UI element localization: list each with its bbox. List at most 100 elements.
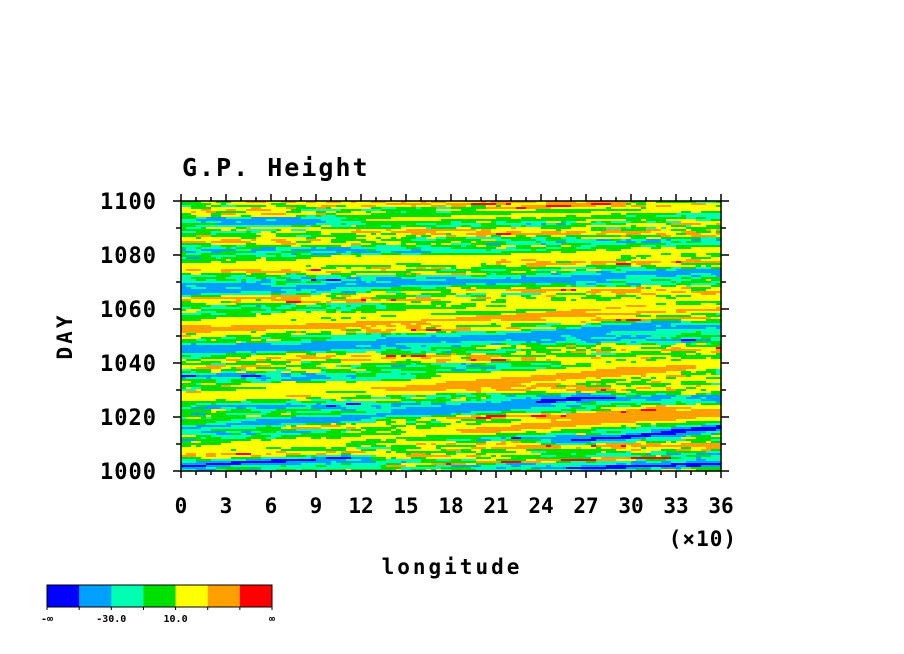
heat-cell: [671, 225, 687, 228]
heat-cell: [431, 303, 447, 306]
heat-cell: [231, 385, 242, 388]
heat-cell: [671, 245, 677, 248]
heat-cell: [271, 239, 287, 242]
heat-cell: [641, 295, 657, 298]
heat-cell: [666, 201, 682, 204]
heat-cell: [351, 347, 367, 350]
heat-cell: [691, 229, 707, 232]
heat-cell: [571, 307, 587, 310]
heat-cell: [376, 279, 387, 282]
heat-cell: [411, 277, 427, 280]
heat-cell: [286, 225, 292, 228]
heat-cell: [536, 241, 542, 244]
heat-cell: [251, 227, 257, 230]
heat-cell: [496, 341, 512, 344]
heat-cell: [541, 241, 557, 244]
heat-cell: [186, 269, 202, 272]
heat-cell: [601, 367, 617, 370]
heat-cell: [376, 217, 382, 220]
heat-cell: [401, 237, 407, 240]
heat-cell: [291, 253, 297, 256]
heat-cell: [396, 383, 407, 386]
heat-cell: [401, 301, 412, 304]
heat-cell: [496, 381, 512, 384]
heat-cell: [666, 255, 677, 258]
heat-cell: [306, 321, 322, 324]
heat-cell: [711, 383, 722, 386]
heat-cell: [221, 351, 237, 354]
heat-cell: [326, 385, 332, 388]
heat-cell: [561, 203, 577, 206]
heat-cell: [476, 253, 487, 256]
heat-cell: [656, 317, 672, 320]
heat-cell: [316, 205, 322, 208]
heat-cell: [571, 329, 582, 332]
heat-cell: [436, 241, 452, 244]
heat-cell: [321, 305, 332, 308]
heat-cell: [591, 247, 607, 250]
heat-cell: [261, 219, 267, 222]
heat-cell: [221, 287, 227, 290]
heat-cell: [571, 225, 587, 228]
heat-cell: [306, 305, 322, 308]
heat-cell: [386, 291, 402, 294]
heat-cell: [351, 369, 367, 372]
heat-cell: [691, 297, 707, 300]
heat-cell: [636, 297, 642, 300]
heat-cell: [461, 225, 472, 228]
heat-cell: [196, 367, 207, 370]
heat-cell: [521, 259, 537, 262]
heat-cell: [476, 297, 492, 300]
heat-cell: [521, 333, 527, 336]
heat-cell: [181, 237, 197, 240]
heat-cell: [296, 243, 312, 246]
heat-cell: [421, 209, 427, 212]
heat-cell: [451, 225, 462, 228]
heat-cell: [196, 295, 202, 298]
heat-cell: [216, 249, 232, 252]
heat-cell: [206, 279, 217, 282]
heat-cell: [181, 313, 187, 316]
heat-cell: [591, 259, 602, 262]
heat-cell: [541, 211, 552, 214]
heat-cell: [606, 201, 617, 204]
heat-cell: [626, 309, 642, 312]
heat-cell: [396, 305, 407, 308]
chart-title: G.P. Height: [182, 153, 370, 182]
heat-cell: [571, 341, 577, 344]
heat-cell: [456, 383, 462, 386]
heat-cell: [621, 249, 637, 252]
heat-cell: [611, 219, 627, 222]
heat-cell: [241, 287, 257, 290]
heat-cell: [316, 347, 327, 350]
heat-cell: [201, 237, 217, 240]
heat-cell: [411, 347, 422, 350]
heat-cell: [336, 353, 347, 356]
heat-cell: [616, 269, 622, 272]
heat-cell: [586, 279, 597, 282]
heat-cell: [181, 305, 197, 308]
heat-cell: [271, 223, 277, 226]
heat-cell: [701, 311, 707, 314]
heat-cell: [556, 359, 562, 362]
heat-cell: [471, 331, 477, 334]
heat-cell: [601, 345, 617, 348]
heat-cell: [506, 273, 522, 276]
heat-cell: [551, 363, 557, 366]
heat-cell: [191, 365, 207, 368]
heat-cell: [641, 283, 657, 286]
heat-cell: [291, 307, 307, 310]
heat-cell: [546, 375, 557, 378]
heat-cell: [626, 223, 642, 226]
heat-cell: [596, 283, 607, 286]
heat-cell: [676, 239, 692, 242]
heat-cell: [251, 249, 262, 252]
heat-cell: [306, 371, 322, 374]
heat-cell: [716, 339, 722, 342]
heat-cell: [466, 349, 472, 352]
heat-cell: [431, 219, 442, 222]
heat-cell: [711, 261, 722, 264]
heat-cell: [271, 269, 282, 272]
heat-cell: [651, 291, 657, 294]
heat-cell: [301, 303, 317, 306]
